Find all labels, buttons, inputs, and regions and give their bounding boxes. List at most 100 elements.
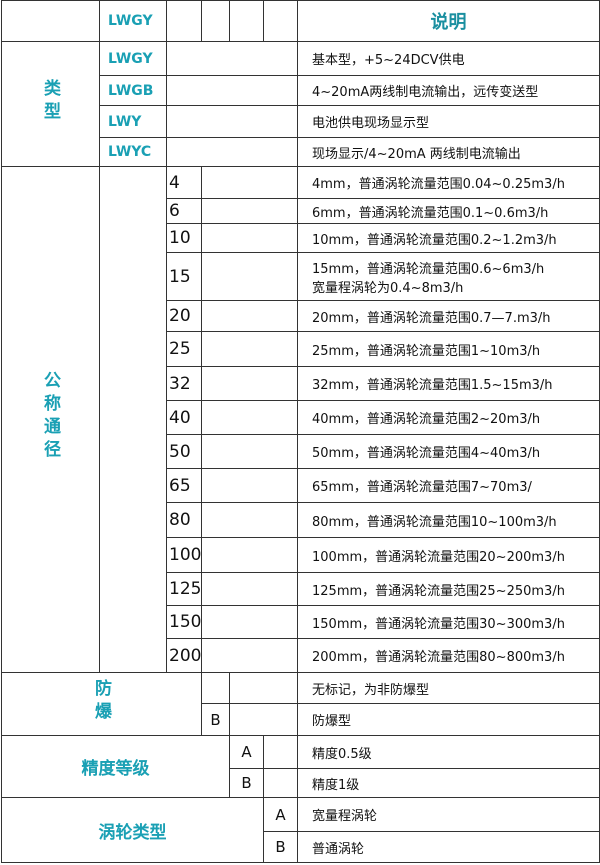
- type-desc: 4~20mA两线制电流输出，远传变送型: [297, 75, 600, 106]
- diameter-desc-line: 125mm，普通涡轮流量范围25~250m3/h: [312, 583, 565, 599]
- table-row: 精度等级 A 精度0.5级: [1, 735, 600, 798]
- blank-cell: [201, 252, 298, 301]
- table-row: B 普通涡轮: [2, 831, 600, 863]
- diameter-value: 4: [166, 166, 202, 199]
- blank-cell: [166, 41, 298, 76]
- explosion-code: [201, 672, 230, 704]
- diameter-value: 32: [166, 366, 202, 401]
- blank-cell: [201, 223, 298, 253]
- diameter-value: 10: [166, 223, 202, 253]
- diameter-desc: 200mm，普通涡轮流量范围80~800m3/h: [297, 638, 600, 673]
- turbine-desc: 宽量程涡轮: [297, 797, 600, 832]
- blank-cell: [201, 198, 298, 224]
- diameter-value: 50: [166, 434, 202, 469]
- diameter-value: 20: [166, 300, 202, 332]
- type-code: LWY: [99, 105, 167, 138]
- blank-cell: [201, 537, 298, 573]
- table-row: 6 6mm，普通涡轮流量范围0.1~0.6m3/h: [2, 198, 600, 224]
- accuracy-label: 精度等级: [1, 735, 230, 798]
- diameter-value: 80: [166, 502, 202, 538]
- table-row: 65 65mm，普通涡轮流量范围7~70m3/: [2, 468, 600, 503]
- blank-cell: [201, 300, 298, 332]
- table-row: B 防爆型: [2, 703, 600, 736]
- blank-cell: [201, 400, 298, 435]
- table-row: 涡轮类型 A 宽量程涡轮: [1, 797, 600, 863]
- diameter-desc-line: 100mm，普通涡轮流量范围20~200m3/h: [312, 549, 565, 565]
- diameter-desc-line: 80mm，普通涡轮流量范围10~100m3/h: [312, 514, 557, 530]
- table-row: 防爆 无标记，为非防爆型: [1, 672, 600, 736]
- explosion-desc: 防爆型: [297, 703, 600, 736]
- blank-cell: [201, 366, 298, 401]
- diameter-desc-line: 4mm，普通涡轮流量范围0.04~0.25m3/h: [312, 177, 565, 192]
- blank-cell: [201, 572, 298, 606]
- blank-cell: [201, 331, 298, 367]
- turbine-code: B: [263, 831, 298, 863]
- diameter-desc: 65mm，普通涡轮流量范围7~70m3/: [297, 468, 600, 503]
- turbine-label: 涡轮类型: [1, 797, 264, 863]
- accuracy-desc: 精度1级: [297, 768, 600, 798]
- diameter-desc: 50mm，普通涡轮流量范围4~40m3/h: [297, 434, 600, 469]
- diameter-desc: 32mm，普通涡轮流量范围1.5~15m3/h: [297, 366, 600, 401]
- table-row: 50 50mm，普通涡轮流量范围4~40m3/h: [2, 434, 600, 469]
- table-row: 25 25mm，普通涡轮流量范围1~10m3/h: [2, 331, 600, 367]
- turbine-desc: 普通涡轮: [297, 831, 600, 863]
- diameter-desc: 150mm，普通涡轮流量范围30~300m3/h: [297, 605, 600, 639]
- accuracy-desc: 精度0.5级: [297, 735, 600, 769]
- blank-cell: [201, 605, 298, 639]
- type-code: LWYC: [99, 137, 167, 167]
- blank-cell: [166, 105, 298, 138]
- table-row: 80 80mm，普通涡轮流量范围10~100m3/h: [2, 502, 600, 538]
- blank-cell: [99, 166, 167, 673]
- diameter-desc: 25mm，普通涡轮流量范围1~10m3/h: [297, 331, 600, 367]
- diameter-value: 200: [166, 638, 202, 673]
- type-code: LWGB: [99, 75, 167, 106]
- blank-cell: [201, 638, 298, 673]
- diameter-desc: 6mm，普通涡轮流量范围0.1~0.6m3/h: [297, 198, 600, 224]
- table-row: 类型 LWGY 基本型，+5~24DCV供电: [1, 41, 600, 167]
- diameter-desc-line: 6mm，普通涡轮流量范围0.1~0.6m3/h: [312, 205, 549, 221]
- table-row: 150 150mm，普通涡轮流量范围30~300m3/h: [2, 605, 600, 639]
- blank-cell: [201, 434, 298, 469]
- accuracy-code: A: [229, 735, 264, 769]
- diameter-value: 25: [166, 331, 202, 367]
- diameter-value: 100: [166, 537, 202, 573]
- type-label-text: 类型: [40, 78, 60, 125]
- table-row: 40 40mm，普通涡轮流量范围2~20m3/h: [2, 400, 600, 435]
- table-row: LWYC 现场显示/4~20mA 两线制电流输出: [2, 137, 600, 167]
- diameter-desc-line: 10mm，普通涡轮流量范围0.2~1.2m3/h: [312, 232, 557, 248]
- type-desc: 电池供电现场显示型: [297, 105, 600, 138]
- blank-cell: [201, 166, 298, 199]
- blank-cell: [263, 768, 298, 798]
- diameter-desc: 20mm，普通涡轮流量范围0.7—7.m3/h: [297, 300, 600, 332]
- header-desc: 说明: [297, 0, 600, 42]
- header-code: LWGY: [99, 0, 167, 42]
- explosion-desc: 无标记，为非防爆型: [297, 672, 600, 704]
- diameter-desc: 40mm，普通涡轮流量范围2~20m3/h: [297, 400, 600, 435]
- diameter-desc-line: 15mm，普通涡轮流量范围0.6~6m3/h: [312, 261, 545, 277]
- diameter-value: 15: [166, 252, 202, 301]
- type-label: 类型: [1, 41, 100, 167]
- blank-cell: [263, 735, 298, 769]
- blank-cell: [201, 468, 298, 503]
- diameter-label: 公称通径: [1, 166, 100, 673]
- diameter-desc-line: 50mm，普通涡轮流量范围4~40m3/h: [312, 446, 541, 461]
- table-row: 15 15mm，普通涡轮流量范围0.6~6m3/h 宽量程涡轮为0.4~8m3/h: [2, 252, 600, 301]
- explosion-code: B: [201, 703, 230, 736]
- diameter-desc-line: 25mm，普通涡轮流量范围1~10m3/h: [312, 343, 541, 359]
- diameter-value: 150: [166, 605, 202, 639]
- blank-cell: [166, 75, 298, 106]
- type-code: LWGY: [99, 41, 167, 76]
- diameter-desc-line: 200mm，普通涡轮流量范围80~800m3/h: [312, 650, 565, 665]
- diameter-desc-line: 32mm，普通涡轮流量范围1.5~15m3/h: [312, 378, 553, 393]
- blank-cell: [201, 502, 298, 538]
- diameter-desc: 15mm，普通涡轮流量范围0.6~6m3/h 宽量程涡轮为0.4~8m3/h: [297, 252, 600, 301]
- table-row: 公称通径 4 4mm，普通涡轮流量范围0.04~0.25m3/h: [1, 166, 600, 673]
- diameter-desc-line2: 宽量程涡轮为0.4~8m3/h: [312, 280, 464, 296]
- diameter-desc-line: 65mm，普通涡轮流量范围7~70m3/: [312, 480, 532, 495]
- table-row: 10 10mm，普通涡轮流量范围0.2~1.2m3/h: [2, 223, 600, 253]
- diameter-desc-line: 20mm，普通涡轮流量范围0.7—7.m3/h: [312, 310, 551, 326]
- diameter-desc-line: 150mm，普通涡轮流量范围30~300m3/h: [312, 616, 565, 632]
- diameter-desc: 10mm，普通涡轮流量范围0.2~1.2m3/h: [297, 223, 600, 253]
- type-desc: 现场显示/4~20mA 两线制电流输出: [297, 137, 600, 167]
